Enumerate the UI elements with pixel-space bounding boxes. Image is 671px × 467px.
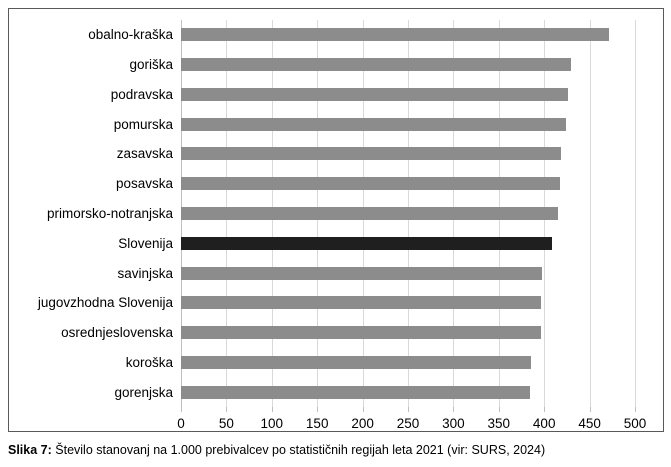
bar-row <box>181 347 635 377</box>
bar <box>181 206 558 220</box>
bar <box>181 147 561 161</box>
x-tick-mark <box>453 407 455 412</box>
category-label: goriška <box>129 57 173 73</box>
category-label: jugovzhodna Slovenija <box>37 295 173 311</box>
category-label: osrednjeslovenska <box>61 325 173 341</box>
category-label: zasavska <box>116 146 173 162</box>
figure-caption-label: Slika 7: <box>8 443 52 457</box>
bar-row <box>181 377 635 407</box>
bar <box>181 117 566 131</box>
figure-caption-text: Število stanovanj na 1.000 prebivalcev p… <box>51 443 546 457</box>
bar <box>181 266 543 280</box>
x-tick-mark <box>317 407 319 412</box>
figure-caption: Slika 7: Število stanovanj na 1.000 preb… <box>8 443 545 457</box>
category-label: primorsko-notranjska <box>46 205 173 221</box>
bar <box>181 355 532 369</box>
bar <box>181 58 572 72</box>
x-tick-mark <box>181 407 182 412</box>
bar <box>181 28 609 42</box>
category-label: gorenjska <box>114 384 173 400</box>
x-tick-mark <box>544 407 546 412</box>
x-tick-label: 150 <box>305 416 329 431</box>
bar <box>181 296 542 310</box>
bar-row <box>181 258 635 288</box>
x-tick-mark <box>226 407 228 412</box>
category-label: obalno-kraška <box>88 27 173 43</box>
x-tick-label: 0 <box>177 416 185 431</box>
x-tick-mark <box>635 407 636 412</box>
bar-row <box>181 20 635 50</box>
bar <box>181 326 541 340</box>
category-label: koroška <box>125 354 173 370</box>
bar-series <box>181 20 635 407</box>
x-tick-mark <box>362 407 364 412</box>
plot-area <box>181 20 636 412</box>
x-tick-label: 250 <box>396 416 420 431</box>
gridline <box>589 20 591 407</box>
bar-row <box>181 169 635 199</box>
x-tick-mark <box>271 407 273 412</box>
x-tick-label: 100 <box>260 416 284 431</box>
bar <box>181 385 530 399</box>
bar <box>181 177 560 191</box>
x-tick-label: 200 <box>351 416 374 431</box>
x-tick-label: 400 <box>532 416 556 431</box>
bar-row <box>181 50 635 80</box>
gridline <box>635 20 636 407</box>
category-label: podravska <box>110 86 173 102</box>
x-tick-mark <box>589 407 591 412</box>
bar-row <box>181 228 635 258</box>
bar-row <box>181 318 635 348</box>
category-axis: obalno-kraška goriška podravska pomurska zas… <box>11 20 173 407</box>
chart-figure: obalno-kraška goriška podravska pomurska zas… <box>8 8 664 432</box>
x-tick-label: 450 <box>578 416 601 431</box>
bar-highlight <box>181 236 553 250</box>
bar-row <box>181 80 635 110</box>
category-label: posavska <box>115 176 173 192</box>
x-tick-label: 50 <box>218 416 234 431</box>
x-tick-mark <box>408 407 409 412</box>
bar <box>181 87 568 101</box>
bar-row <box>181 139 635 169</box>
category-label: pomurska <box>113 116 173 132</box>
bar-row <box>181 288 635 318</box>
x-axis: 0 50 100 150 200 250 300 350 400 450 500 <box>177 413 646 431</box>
category-label: savinjska <box>117 265 173 281</box>
bar-row <box>181 109 635 139</box>
x-tick-mark <box>498 407 500 412</box>
x-tick-label: 300 <box>442 416 465 431</box>
x-tick-label: 350 <box>487 416 511 431</box>
bar-row <box>181 199 635 229</box>
category-label: Slovenija <box>118 235 173 251</box>
x-tick-label: 500 <box>623 416 647 431</box>
